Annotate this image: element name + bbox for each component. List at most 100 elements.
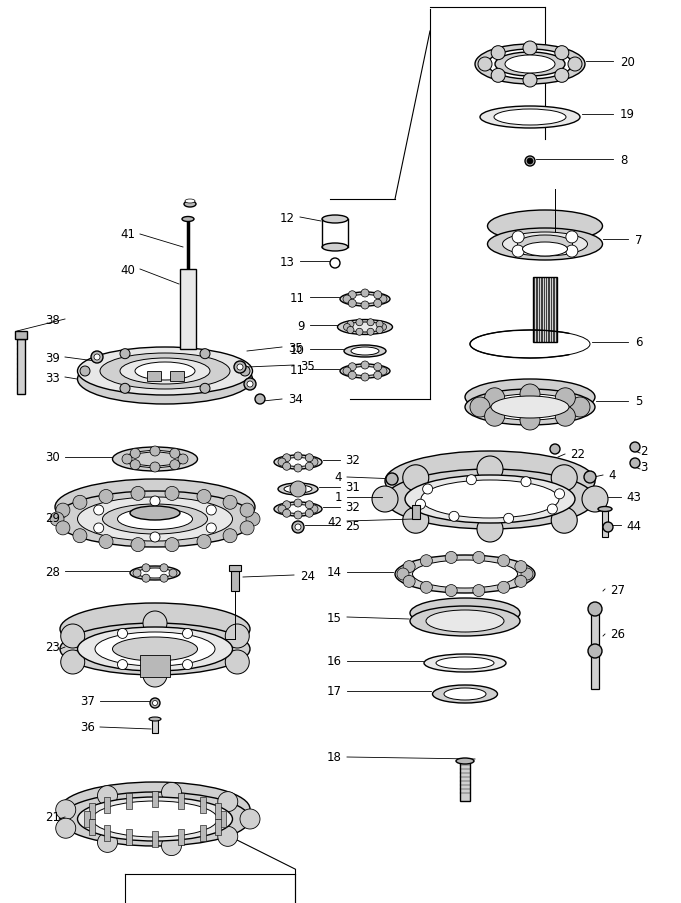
Circle shape (133, 570, 141, 577)
Text: 13: 13 (280, 256, 295, 268)
Text: 22: 22 (570, 448, 585, 461)
Circle shape (206, 524, 217, 534)
Circle shape (445, 585, 457, 597)
Circle shape (161, 783, 182, 803)
Circle shape (374, 363, 382, 371)
Text: 9: 9 (298, 319, 305, 332)
Circle shape (361, 374, 369, 382)
Circle shape (225, 624, 249, 648)
Circle shape (118, 660, 127, 670)
Circle shape (97, 833, 118, 852)
Text: 7: 7 (635, 233, 642, 247)
Ellipse shape (444, 688, 486, 700)
Circle shape (200, 349, 210, 359)
Circle shape (343, 295, 351, 303)
Ellipse shape (344, 346, 386, 358)
Ellipse shape (488, 228, 603, 261)
Circle shape (278, 459, 286, 467)
Text: 17: 17 (327, 684, 342, 698)
Ellipse shape (424, 655, 506, 672)
Ellipse shape (184, 201, 196, 208)
Ellipse shape (405, 476, 575, 524)
Circle shape (290, 481, 306, 498)
Bar (152, 719, 158, 733)
Circle shape (283, 454, 291, 462)
Circle shape (504, 514, 513, 524)
Circle shape (498, 555, 509, 567)
Circle shape (206, 506, 217, 516)
Circle shape (278, 506, 286, 514)
Circle shape (240, 367, 250, 377)
Circle shape (379, 368, 387, 376)
Circle shape (283, 462, 291, 470)
Text: 36: 36 (80, 721, 95, 733)
Text: 23: 23 (45, 641, 60, 654)
Circle shape (361, 302, 369, 310)
Circle shape (343, 324, 351, 331)
Circle shape (477, 457, 503, 482)
Circle shape (570, 397, 590, 417)
Circle shape (555, 70, 569, 83)
Circle shape (473, 585, 485, 597)
Ellipse shape (55, 479, 255, 535)
Text: 34: 34 (288, 393, 303, 406)
Circle shape (150, 698, 160, 708)
Ellipse shape (282, 505, 314, 514)
Ellipse shape (78, 797, 232, 841)
Text: 12: 12 (280, 211, 295, 224)
Circle shape (165, 538, 179, 552)
Circle shape (305, 501, 313, 509)
Circle shape (379, 324, 387, 331)
Circle shape (160, 574, 168, 582)
Circle shape (386, 473, 398, 486)
Ellipse shape (410, 606, 520, 637)
Ellipse shape (149, 717, 161, 721)
Circle shape (56, 521, 70, 535)
Bar (126, 830, 132, 845)
Ellipse shape (522, 243, 567, 256)
Circle shape (94, 506, 104, 516)
Bar (15, 331, 27, 340)
Ellipse shape (480, 107, 580, 129)
Text: 30: 30 (45, 451, 60, 464)
Ellipse shape (284, 486, 312, 493)
Ellipse shape (78, 498, 232, 542)
Circle shape (246, 512, 260, 526)
Text: 39: 39 (45, 351, 60, 364)
Ellipse shape (118, 509, 193, 530)
Ellipse shape (274, 502, 322, 517)
Ellipse shape (340, 293, 390, 307)
Circle shape (603, 523, 613, 533)
Circle shape (131, 487, 145, 501)
Circle shape (584, 471, 596, 483)
Circle shape (240, 504, 254, 517)
Ellipse shape (395, 555, 535, 593)
Circle shape (402, 507, 429, 534)
Ellipse shape (465, 389, 595, 425)
Bar (231, 572, 239, 591)
Ellipse shape (78, 348, 253, 396)
Ellipse shape (95, 632, 215, 666)
Circle shape (415, 499, 426, 509)
Circle shape (305, 462, 313, 470)
Text: 11: 11 (290, 363, 305, 376)
Circle shape (170, 449, 180, 459)
Ellipse shape (505, 56, 555, 74)
Circle shape (142, 574, 150, 582)
Circle shape (61, 624, 84, 648)
Circle shape (240, 809, 260, 829)
Circle shape (218, 826, 238, 846)
Ellipse shape (112, 448, 197, 471)
Circle shape (630, 442, 640, 452)
Circle shape (247, 382, 253, 387)
Text: 31: 31 (345, 481, 360, 494)
Circle shape (403, 576, 415, 588)
Ellipse shape (130, 566, 180, 581)
Text: 4: 4 (608, 469, 616, 482)
Circle shape (150, 446, 160, 457)
Circle shape (478, 58, 492, 72)
Circle shape (310, 506, 318, 514)
Text: 43: 43 (626, 491, 641, 504)
Ellipse shape (60, 782, 250, 836)
Text: 35: 35 (288, 341, 303, 354)
